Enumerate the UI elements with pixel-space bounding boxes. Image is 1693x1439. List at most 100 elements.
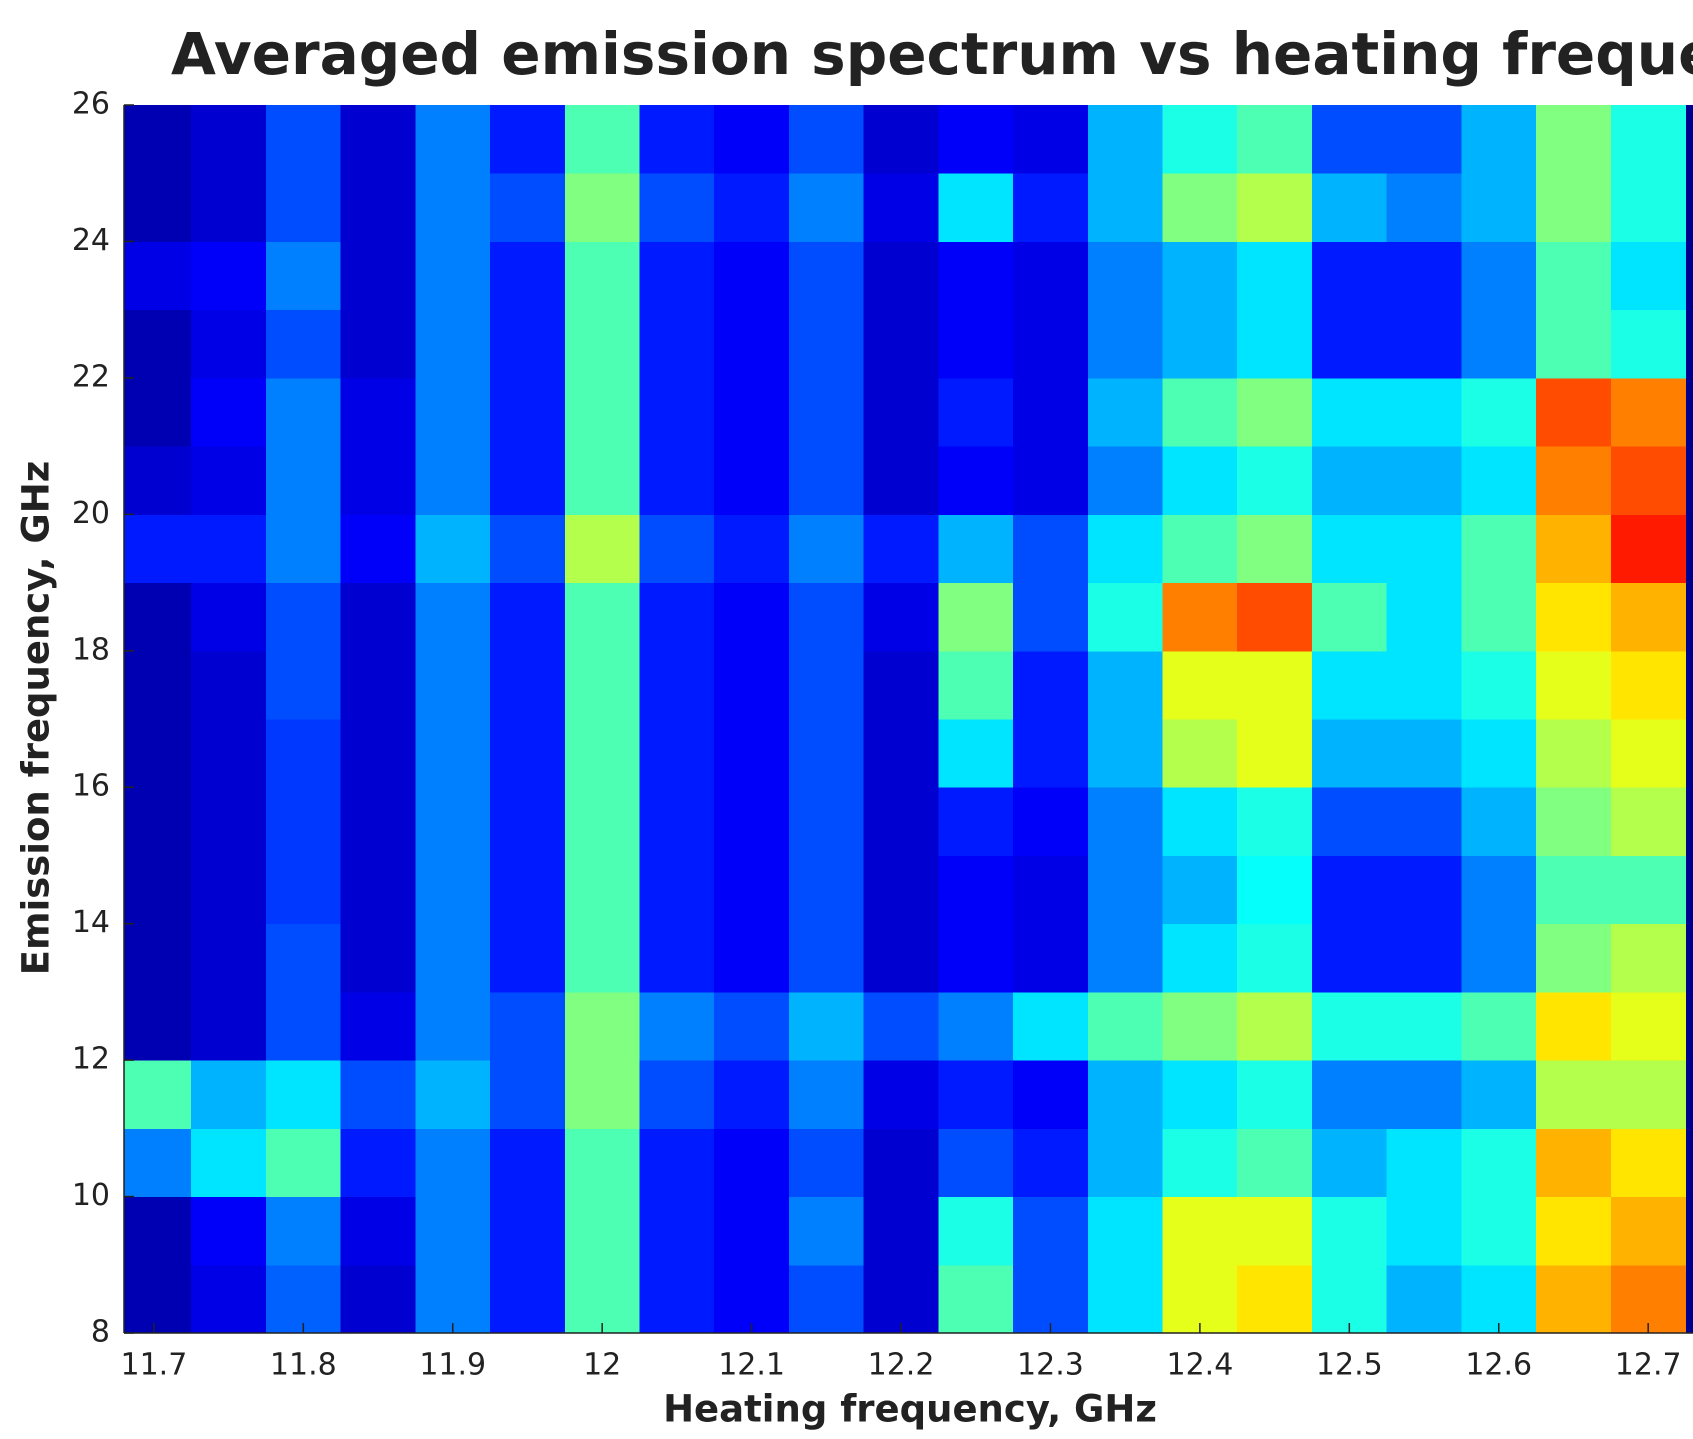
heatmap-cell bbox=[191, 241, 267, 311]
heatmap-cell bbox=[1162, 923, 1238, 993]
heatmap-cell bbox=[1237, 923, 1313, 993]
heatmap-cell bbox=[564, 719, 641, 788]
heatmap-cell bbox=[340, 377, 416, 447]
heatmap-cell bbox=[564, 991, 641, 1061]
heatmap-cell bbox=[490, 582, 566, 652]
heatmap-cell bbox=[191, 923, 267, 993]
heatmap-cell bbox=[1311, 309, 1388, 379]
heatmap-cell bbox=[1386, 1128, 1462, 1198]
heatmap-cell bbox=[639, 1128, 715, 1198]
heatmap-cell bbox=[415, 377, 491, 447]
heatmap-cell bbox=[1237, 1060, 1313, 1129]
heatmap-cell bbox=[1087, 173, 1164, 242]
heatmap-cell bbox=[1386, 105, 1462, 174]
heatmap-cell bbox=[340, 173, 416, 242]
heatmap-cell bbox=[1461, 241, 1537, 311]
heatmap-cell bbox=[124, 377, 192, 447]
heatmap-cell bbox=[938, 105, 1014, 174]
heatmap-cell bbox=[490, 1060, 566, 1129]
heatmap-cell bbox=[1237, 173, 1313, 242]
heatmap-cell bbox=[938, 923, 1014, 993]
heatmap-cell bbox=[714, 923, 790, 993]
heatmap-cell bbox=[639, 105, 715, 174]
heatmap-cell bbox=[863, 1128, 939, 1198]
heatmap-cell bbox=[788, 309, 865, 379]
heatmap-cell bbox=[415, 787, 491, 856]
heatmap-cell bbox=[714, 582, 790, 652]
heatmap-cell bbox=[863, 446, 939, 515]
heatmap-cell bbox=[1162, 855, 1238, 925]
heatmap-cell bbox=[639, 1264, 715, 1333]
heatmap-cell bbox=[564, 855, 641, 925]
heatmap-cell bbox=[124, 923, 192, 993]
heatmap-cell bbox=[490, 1264, 566, 1333]
heatmap-cell bbox=[415, 241, 491, 311]
heatmap-cell bbox=[1610, 1264, 1687, 1333]
heatmap-cell bbox=[1386, 991, 1462, 1061]
heatmap-cell bbox=[714, 514, 790, 584]
heatmap-cell bbox=[415, 1128, 491, 1198]
heatmap-cell bbox=[1461, 1060, 1537, 1129]
heatmap-cell bbox=[788, 241, 865, 311]
heatmap-cell bbox=[191, 650, 267, 720]
heatmap-cell bbox=[340, 105, 416, 174]
heatmap-cell bbox=[1013, 650, 1089, 720]
heatmap-cell bbox=[415, 855, 491, 925]
heatmap-cell bbox=[863, 309, 939, 379]
heatmap-cell bbox=[1162, 514, 1238, 584]
heatmap-cell bbox=[938, 309, 1014, 379]
heatmap-cell bbox=[1610, 309, 1687, 379]
heatmap-cell bbox=[124, 991, 192, 1061]
heatmap-cell bbox=[1013, 1196, 1089, 1266]
heatmap-cell bbox=[1386, 309, 1462, 379]
heatmap-cell bbox=[1087, 719, 1164, 788]
heatmap-cell bbox=[1311, 514, 1388, 584]
heatmap-cell bbox=[1461, 514, 1537, 584]
heatmap-cell bbox=[340, 514, 416, 584]
heatmap-cell bbox=[788, 173, 865, 242]
heatmap-cell bbox=[1237, 241, 1313, 311]
heatmap-cell bbox=[1162, 650, 1238, 720]
heatmap-cell bbox=[1461, 446, 1537, 515]
heatmap-cell bbox=[564, 309, 641, 379]
heatmap-cell bbox=[265, 514, 342, 584]
heatmap-cell bbox=[340, 241, 416, 311]
heatmap-cell bbox=[1610, 855, 1687, 925]
heatmap-cell bbox=[1386, 173, 1462, 242]
heatmap-cell bbox=[788, 514, 865, 584]
heatmap-cell bbox=[564, 1128, 641, 1198]
heatmap-cell bbox=[265, 582, 342, 652]
heatmap-cell bbox=[1087, 105, 1164, 174]
y-tick-label: 14 bbox=[72, 905, 110, 940]
heatmap-cell bbox=[1013, 241, 1089, 311]
y-tick-label: 8 bbox=[91, 1315, 110, 1350]
heatmap-cell bbox=[1461, 105, 1537, 174]
heatmap-cell bbox=[788, 1060, 865, 1129]
heatmap-cell bbox=[340, 650, 416, 720]
heatmap-cell bbox=[863, 514, 939, 584]
heatmap-cell bbox=[490, 923, 566, 993]
heatmap-cell bbox=[1311, 719, 1388, 788]
heatmap-cell bbox=[1386, 241, 1462, 311]
heatmap-cell bbox=[1311, 991, 1388, 1061]
heatmap-cell bbox=[639, 446, 715, 515]
heatmap-cell bbox=[340, 1060, 416, 1129]
heatmap-cell bbox=[863, 1060, 939, 1129]
heatmap-cell bbox=[1461, 1128, 1537, 1198]
heatmap-cell bbox=[265, 719, 342, 788]
heatmap-cell bbox=[1087, 446, 1164, 515]
heatmap-cell bbox=[124, 1060, 192, 1129]
heatmap-cell bbox=[1013, 787, 1089, 856]
heatmap-cell bbox=[490, 1128, 566, 1198]
heatmap-cell bbox=[863, 105, 939, 174]
heatmap-cell bbox=[124, 446, 192, 515]
heatmap-cell bbox=[1536, 991, 1612, 1061]
heatmap-cell bbox=[1536, 1128, 1612, 1198]
heatmap-cell bbox=[639, 173, 715, 242]
heatmap-cell bbox=[1087, 1196, 1164, 1266]
heatmap-cell bbox=[564, 105, 641, 174]
heatmap-cell bbox=[490, 991, 566, 1061]
heatmap-cell bbox=[1013, 173, 1089, 242]
heatmap-cell bbox=[1536, 650, 1612, 720]
